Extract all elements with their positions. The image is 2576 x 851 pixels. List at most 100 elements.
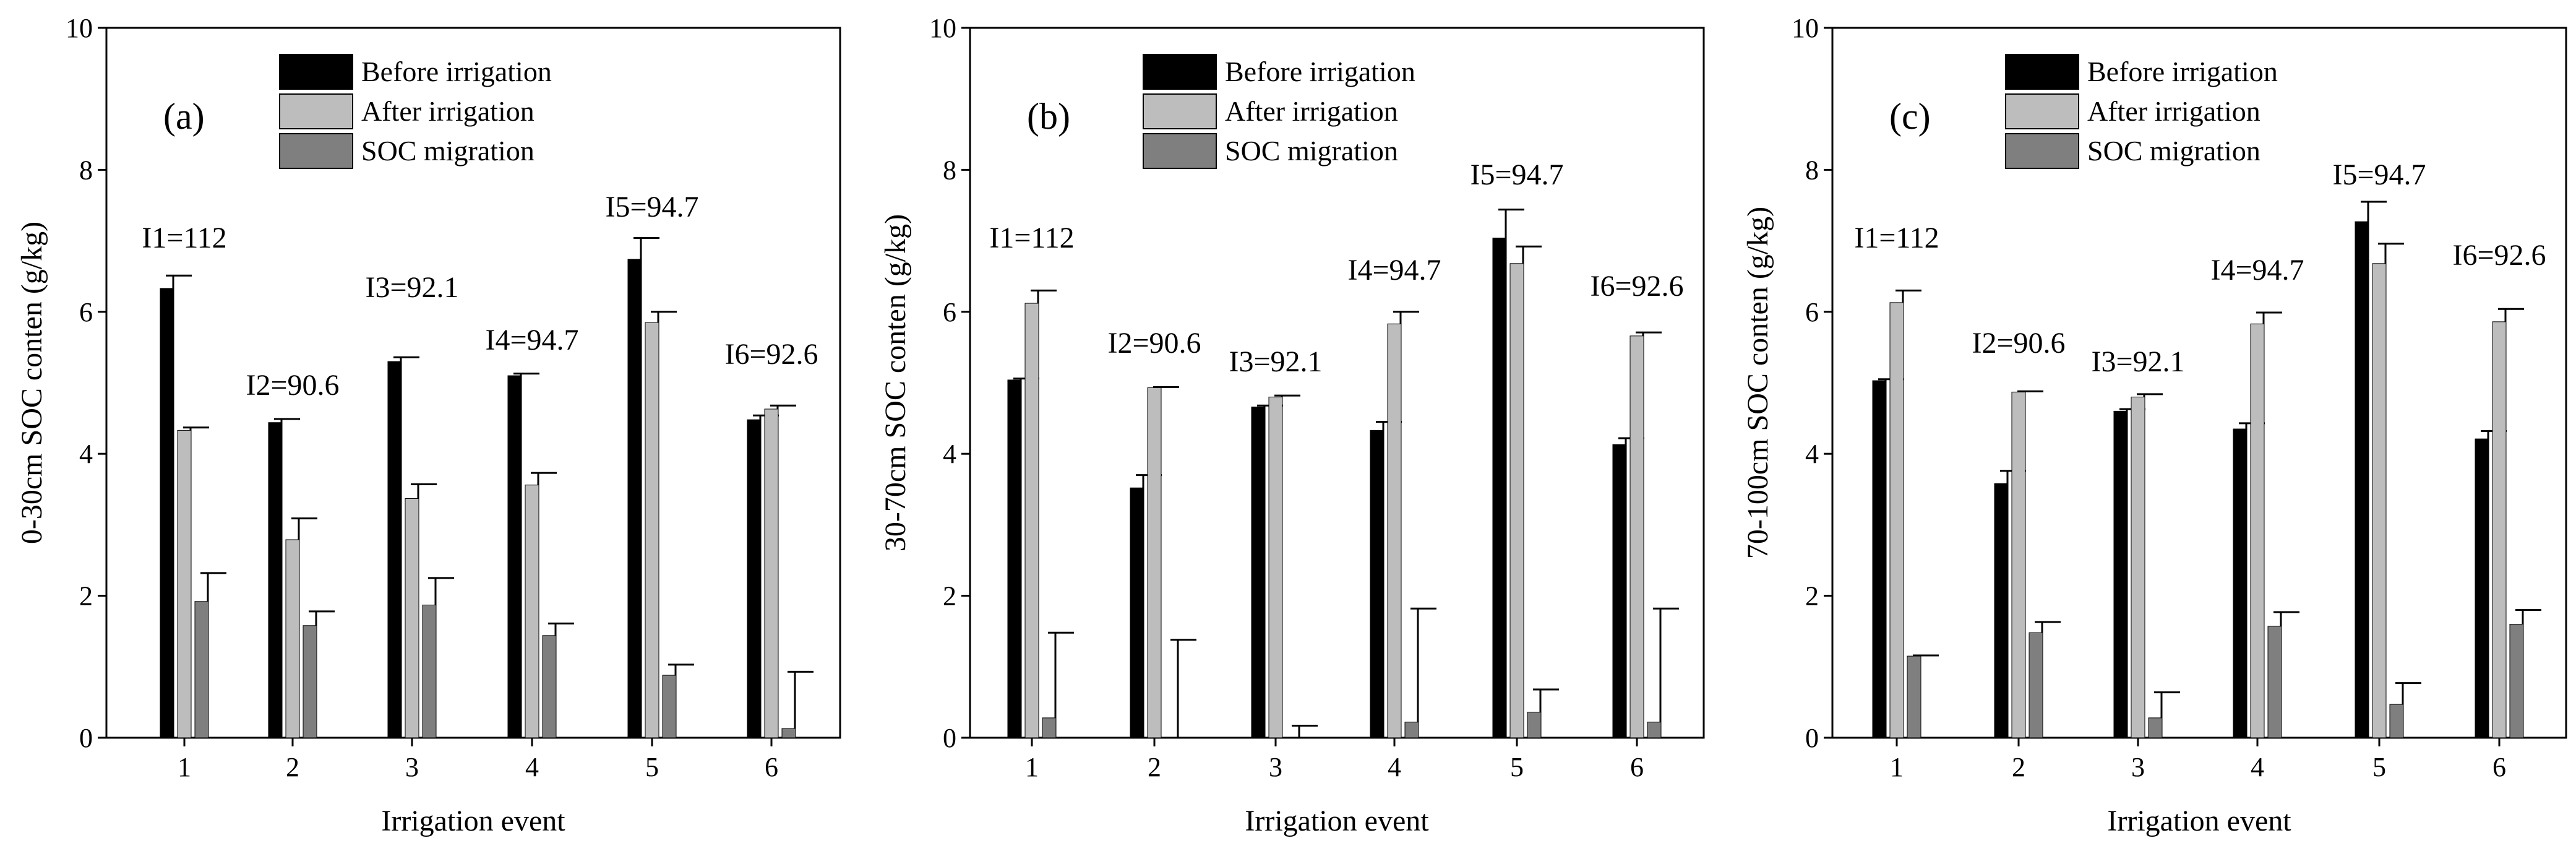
bar-before-4 (1370, 430, 1385, 738)
event-annotation: I5=94.7 (2332, 158, 2426, 191)
y-axis-title: 70-100cm SOC conten (g/kg) (1741, 207, 1774, 559)
y-tick-label: 8 (79, 155, 93, 185)
bar-after-2 (2011, 391, 2026, 738)
bar-before-3 (2113, 410, 2128, 738)
bar-before-6 (1612, 444, 1627, 738)
bar-migration-1 (1907, 655, 1921, 738)
plot-frame-2 (969, 27, 1705, 739)
bar-migration-5 (1527, 712, 1542, 738)
y-tick-label: 6 (943, 297, 956, 327)
legend-label-after: After irrigation (2087, 95, 2260, 127)
bar-before-5 (1492, 238, 1507, 738)
bar-before-5 (627, 259, 642, 738)
bar-before-2 (1130, 487, 1144, 738)
x-tick-label: 4 (2251, 752, 2264, 782)
event-annotation: I3=92.1 (1229, 345, 1322, 378)
legend-label-migration: SOC migration (361, 135, 535, 166)
legend-label-migration: SOC migration (1225, 135, 1398, 166)
legend-label-after: After irrigation (1225, 95, 1398, 127)
event-annotation: I3=92.1 (2091, 345, 2184, 378)
y-tick-label: 2 (79, 581, 93, 611)
plot-frame-3 (1831, 27, 2567, 739)
event-annotation: I2=90.6 (1972, 327, 2065, 360)
bar-before-2 (268, 422, 283, 738)
legend-swatch-after (1143, 93, 1217, 129)
bar-migration-2 (2029, 632, 2043, 738)
event-annotation: I1=112 (1854, 222, 1939, 254)
event-annotation: I1=112 (989, 222, 1074, 254)
event-annotation: I4=94.7 (485, 324, 578, 356)
bar-before-3 (387, 361, 402, 738)
y-tick-label: 0 (1805, 723, 1819, 753)
x-tick-label: 5 (645, 752, 659, 782)
bar-migration-5 (2389, 704, 2404, 738)
x-axis-title: Irrigation event (2107, 805, 2291, 837)
bar-after-1 (177, 430, 192, 738)
x-axis-title: Irrigation event (381, 805, 565, 837)
legend-swatch-before (2005, 54, 2079, 90)
x-tick-label: 3 (405, 752, 419, 782)
event-annotation: I6=92.6 (2452, 239, 2546, 272)
bar-before-5 (2355, 221, 2369, 738)
legend-swatch-migration (1143, 133, 1217, 169)
panel-label: (c) (1889, 96, 1931, 137)
x-tick-label: 1 (178, 752, 191, 782)
bar-after-4 (525, 485, 539, 738)
x-tick-label: 1 (1890, 752, 1904, 782)
x-tick-label: 2 (2012, 752, 2025, 782)
x-tick-label: 4 (1388, 752, 1401, 782)
bar-after-5 (1509, 263, 1524, 738)
bar-migration-4 (2267, 626, 2282, 738)
x-tick-label: 5 (2372, 752, 2386, 782)
event-annotation: I4=94.7 (2210, 254, 2304, 287)
panel-label: (b) (1027, 96, 1070, 137)
y-tick-label: 6 (79, 297, 93, 327)
legend-swatch-after (279, 93, 353, 129)
legend-swatch-before (1143, 54, 1217, 90)
bar-after-1 (1889, 302, 1904, 738)
bar-migration-6 (1647, 722, 1662, 738)
bar-before-1 (160, 288, 174, 738)
x-tick-label: 2 (1148, 752, 1161, 782)
x-tick-label: 6 (2492, 752, 2506, 782)
x-tick-label: 6 (765, 752, 778, 782)
bar-after-2 (285, 539, 300, 738)
event-annotation: I3=92.1 (365, 271, 458, 304)
legend-label-before: Before irrigation (2087, 56, 2278, 87)
panel-label: (a) (163, 96, 205, 137)
bar-migration-3 (422, 605, 437, 738)
bar-after-5 (2372, 263, 2387, 738)
x-tick-label: 4 (525, 752, 539, 782)
y-tick-label: 2 (1805, 581, 1819, 611)
bar-before-2 (1994, 483, 2009, 738)
bar-before-4 (2233, 428, 2248, 738)
bar-after-3 (1268, 396, 1283, 738)
y-tick-label: 10 (66, 13, 93, 43)
y-tick-label: 6 (1805, 297, 1819, 327)
bar-after-2 (1147, 387, 1162, 738)
bar-before-6 (2475, 438, 2489, 738)
y-tick-label: 2 (943, 581, 956, 611)
x-tick-label: 1 (1025, 752, 1039, 782)
plot-frame-1 (105, 27, 841, 739)
bar-before-6 (747, 419, 762, 738)
event-annotation: I2=90.6 (1107, 327, 1201, 360)
legend-swatch-migration (279, 133, 353, 169)
bar-after-1 (1024, 303, 1039, 738)
bar-migration-4 (1404, 722, 1419, 738)
y-tick-label: 8 (1805, 155, 1819, 185)
bar-migration-6 (2509, 623, 2524, 738)
y-tick-label: 10 (929, 13, 956, 43)
y-tick-label: 0 (943, 723, 956, 753)
bar-after-6 (2492, 321, 2507, 738)
legend-label-after: After irrigation (361, 95, 535, 127)
x-tick-label: 3 (1269, 752, 1282, 782)
legend-label-before: Before irrigation (361, 56, 552, 87)
x-axis-title: Irrigation event (1245, 805, 1429, 837)
legend-label-before: Before irrigation (1225, 56, 1415, 87)
y-tick-label: 10 (1792, 13, 1819, 43)
bar-after-4 (2250, 323, 2265, 738)
bar-after-3 (405, 498, 419, 738)
bar-migration-6 (781, 728, 796, 738)
legend-swatch-migration (2005, 133, 2079, 169)
